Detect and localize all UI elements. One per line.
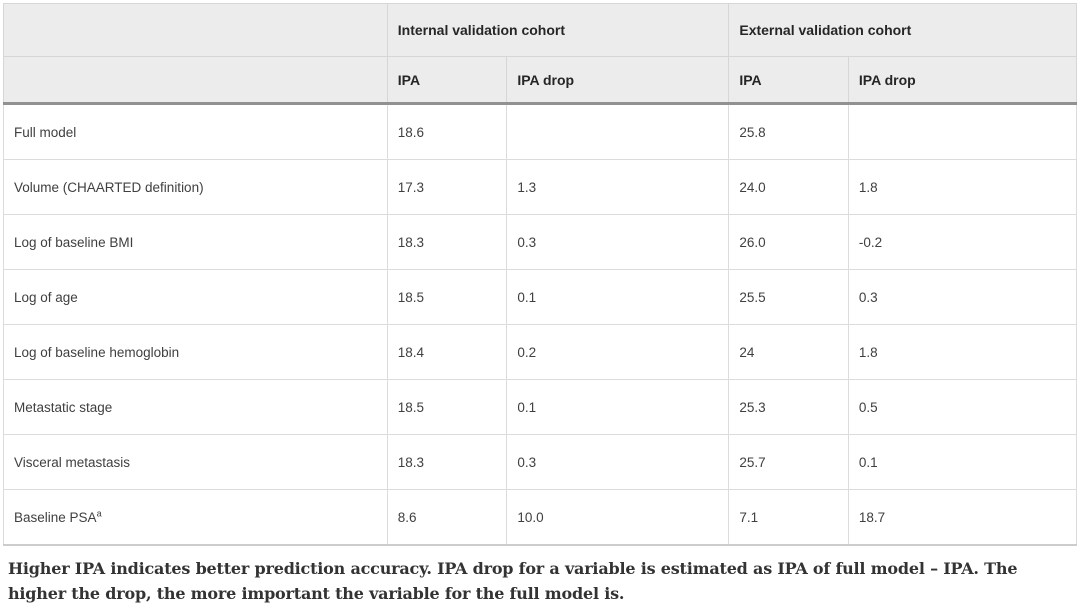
row-label: Baseline PSAa [3, 489, 388, 546]
subheader-empty [3, 56, 388, 105]
cell-internal-ipa-drop [506, 103, 730, 160]
table-row: Log of age 18.5 0.1 25.5 0.3 [3, 269, 1078, 325]
cell-internal-ipa: 18.3 [386, 214, 508, 270]
table-header: Internal validation cohort External vali… [3, 3, 1078, 105]
table-row: Baseline PSAa 8.6 10.0 7.1 18.7 [3, 489, 1078, 546]
row-label: Metastatic stage [3, 379, 388, 435]
cell-external-ipa-drop: 1.8 [847, 324, 1078, 380]
table-row: Volume (CHAARTED definition) 17.3 1.3 24… [3, 159, 1078, 215]
cell-internal-ipa: 18.5 [386, 379, 508, 435]
table-row: Log of baseline BMI 18.3 0.3 26.0 -0.2 [3, 214, 1078, 270]
table-row: Metastatic stage 18.5 0.1 25.3 0.5 [3, 379, 1078, 435]
cell-internal-ipa: 8.6 [386, 489, 508, 546]
cell-internal-ipa: 18.4 [386, 324, 508, 380]
row-label: Log of baseline hemoglobin [3, 324, 388, 380]
header-internal-cohort: Internal validation cohort [386, 3, 730, 57]
cell-internal-ipa: 18.6 [386, 103, 508, 160]
subheader-internal-ipa-drop: IPA drop [506, 56, 730, 105]
subheader-internal-ipa: IPA [386, 56, 508, 105]
cell-external-ipa: 25.7 [728, 434, 849, 490]
table-row: Full model 18.6 25.8 [3, 103, 1078, 160]
cell-external-ipa-drop: 18.7 [847, 489, 1078, 546]
cell-internal-ipa: 18.5 [386, 269, 508, 325]
table-row: Log of baseline hemoglobin 18.4 0.2 24 1… [3, 324, 1078, 380]
cell-external-ipa: 7.1 [728, 489, 849, 546]
cell-external-ipa: 25.3 [728, 379, 849, 435]
table-row: Visceral metastasis 18.3 0.3 25.7 0.1 [3, 434, 1078, 490]
cell-external-ipa-drop: 0.1 [847, 434, 1078, 490]
subheader-external-ipa-drop: IPA drop [847, 56, 1078, 105]
ipa-validation-table: Internal validation cohort External vali… [3, 3, 1078, 546]
cell-external-ipa-drop: -0.2 [847, 214, 1078, 270]
cell-internal-ipa-drop: 0.1 [506, 379, 730, 435]
header-empty-corner [3, 3, 388, 57]
cell-internal-ipa-drop: 0.2 [506, 324, 730, 380]
subheader-external-ipa: IPA [728, 56, 849, 105]
cell-internal-ipa-drop: 10.0 [506, 489, 730, 546]
cell-external-ipa-drop: 0.3 [847, 269, 1078, 325]
row-label: Log of age [3, 269, 388, 325]
header-external-cohort: External validation cohort [728, 3, 1077, 57]
row-label: Log of baseline BMI [3, 214, 388, 270]
cell-external-ipa: 26.0 [728, 214, 849, 270]
header-group-row: Internal validation cohort External vali… [3, 3, 1077, 57]
cell-external-ipa: 25.8 [728, 103, 849, 160]
cell-external-ipa-drop [847, 103, 1078, 160]
row-label: Volume (CHAARTED definition) [3, 159, 388, 215]
row-label: Full model [3, 103, 388, 160]
cell-internal-ipa-drop: 0.3 [506, 434, 730, 490]
row-label: Visceral metastasis [3, 434, 388, 490]
header-sub-row: IPA IPA drop IPA IPA drop [3, 56, 1078, 105]
cell-external-ipa: 24 [728, 324, 849, 380]
table-body: Full model 18.6 25.8 Volume (CHAARTED de… [3, 103, 1078, 546]
cell-external-ipa: 24.0 [728, 159, 849, 215]
cell-internal-ipa-drop: 1.3 [506, 159, 730, 215]
cell-external-ipa: 25.5 [728, 269, 849, 325]
cell-internal-ipa: 17.3 [386, 159, 508, 215]
cell-internal-ipa-drop: 0.3 [506, 214, 730, 270]
table-footnote: Higher IPA indicates better prediction a… [8, 559, 1018, 603]
cell-internal-ipa-drop: 0.1 [506, 269, 730, 325]
cell-internal-ipa: 18.3 [386, 434, 508, 490]
cell-external-ipa-drop: 0.5 [847, 379, 1078, 435]
cell-external-ipa-drop: 1.8 [847, 159, 1078, 215]
